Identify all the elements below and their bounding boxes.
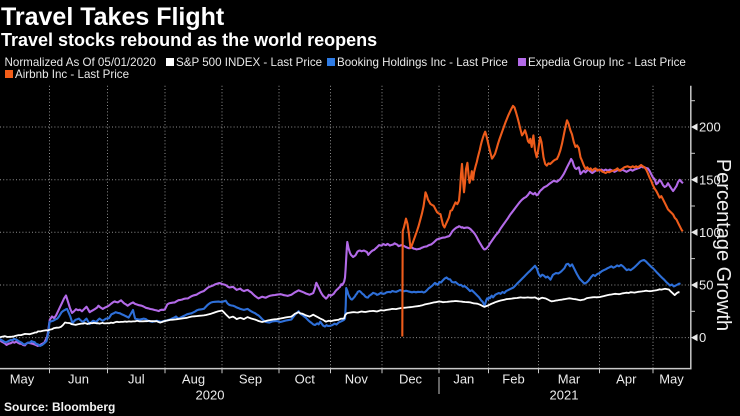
svg-text:Aug: Aug xyxy=(182,372,205,387)
svg-text:May: May xyxy=(10,372,35,387)
svg-text:Feb: Feb xyxy=(502,372,524,387)
svg-text:2021: 2021 xyxy=(550,388,579,403)
svg-text:Jan: Jan xyxy=(453,372,474,387)
svg-text:200: 200 xyxy=(699,120,721,135)
svg-text:Oct: Oct xyxy=(295,372,316,387)
svg-text:Mar: Mar xyxy=(558,372,581,387)
svg-text:May: May xyxy=(659,372,684,387)
svg-text:Apr: Apr xyxy=(616,372,637,387)
svg-text:50: 50 xyxy=(699,278,713,293)
svg-text:2020: 2020 xyxy=(196,388,225,403)
svg-text:100: 100 xyxy=(699,225,721,240)
svg-text:0: 0 xyxy=(699,330,706,345)
svg-text:Sep: Sep xyxy=(239,372,262,387)
svg-text:Percentage Growth: Percentage Growth xyxy=(712,159,734,331)
svg-text:Nov: Nov xyxy=(345,372,369,387)
svg-text:Jul: Jul xyxy=(128,372,145,387)
svg-text:150: 150 xyxy=(699,172,721,187)
svg-text:Dec: Dec xyxy=(399,372,423,387)
svg-text:Jun: Jun xyxy=(68,372,89,387)
